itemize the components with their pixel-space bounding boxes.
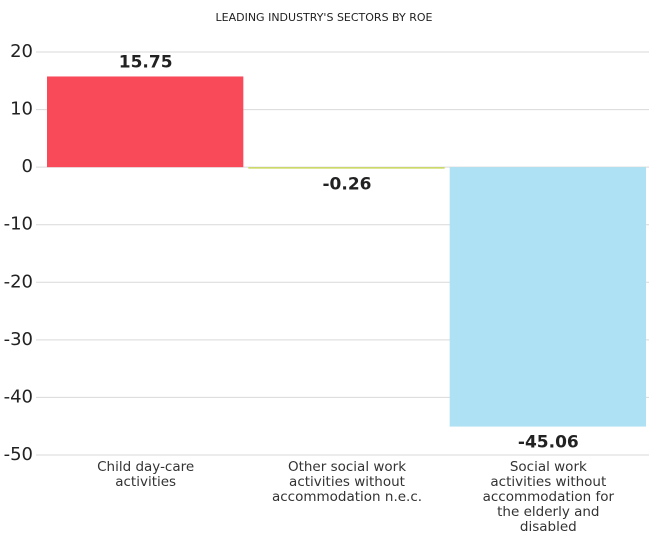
y-tick-label: 10 (10, 99, 33, 120)
y-tick-label: -40 (4, 386, 33, 407)
bar (248, 167, 445, 169)
x-tick-label: Social work activities without accommodati… (483, 459, 615, 535)
x-tick-label: Other social work activities without accom… (272, 459, 422, 505)
y-tick-label: 20 (10, 41, 33, 62)
x-tick-label: Child day-care activities (97, 459, 194, 490)
y-tick-label: -30 (4, 329, 33, 350)
y-tick-label: -10 (4, 214, 33, 235)
value-label: -45.06 (518, 433, 579, 453)
bar (47, 76, 244, 168)
chart-title: LEADING INDUSTRY'S SECTORS BY ROE (216, 11, 433, 24)
y-tick-label: -50 (4, 444, 33, 465)
y-tick-label: 0 (22, 156, 33, 177)
bar (449, 167, 646, 427)
value-label: 15.75 (119, 52, 173, 72)
y-tick-label: -20 (4, 271, 33, 292)
value-label: -0.26 (323, 175, 372, 195)
